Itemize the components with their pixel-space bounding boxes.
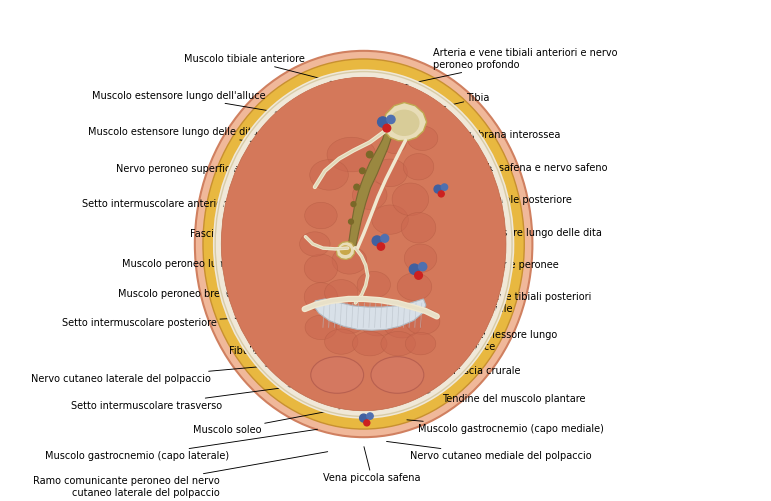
Circle shape xyxy=(359,168,365,174)
Circle shape xyxy=(378,117,388,127)
Circle shape xyxy=(366,151,373,158)
Circle shape xyxy=(367,413,373,419)
Circle shape xyxy=(387,115,395,124)
Circle shape xyxy=(348,219,353,224)
Ellipse shape xyxy=(325,280,358,306)
Ellipse shape xyxy=(392,183,429,215)
Circle shape xyxy=(441,184,448,190)
Text: Muscolo gastrocnemio (capo mediale): Muscolo gastrocnemio (capo mediale) xyxy=(407,420,604,434)
Circle shape xyxy=(438,191,444,197)
Ellipse shape xyxy=(332,246,367,274)
Ellipse shape xyxy=(224,77,504,403)
Text: Arteria e vene tibiali anteriori e nervo
peroneo profondo: Arteria e vene tibiali anteriori e nervo… xyxy=(393,48,618,87)
Ellipse shape xyxy=(371,357,424,393)
Ellipse shape xyxy=(372,159,407,187)
Circle shape xyxy=(351,202,356,206)
Text: Fibula: Fibula xyxy=(229,332,318,356)
Ellipse shape xyxy=(389,110,419,136)
Ellipse shape xyxy=(340,245,351,255)
Circle shape xyxy=(419,263,427,271)
Circle shape xyxy=(381,234,389,242)
Circle shape xyxy=(354,184,359,190)
Ellipse shape xyxy=(381,332,416,356)
Polygon shape xyxy=(383,103,426,141)
Ellipse shape xyxy=(407,126,438,150)
Text: Setto intermuscolare trasverso: Setto intermuscolare trasverso xyxy=(72,384,308,411)
Ellipse shape xyxy=(357,272,390,298)
Circle shape xyxy=(434,185,442,193)
Ellipse shape xyxy=(332,305,367,334)
Circle shape xyxy=(383,124,391,132)
Ellipse shape xyxy=(404,244,437,273)
Text: Setto intermuscolare posteriore: Setto intermuscolare posteriore xyxy=(62,315,293,328)
Ellipse shape xyxy=(305,283,338,311)
Text: Muscolo soleo: Muscolo soleo xyxy=(194,409,340,435)
Text: Muscolo gastrocnemio (capo laterale): Muscolo gastrocnemio (capo laterale) xyxy=(45,429,318,461)
Text: Membrana interossea: Membrana interossea xyxy=(426,130,561,155)
Text: Setto intermuscolare anteriore: Setto intermuscolare anteriore xyxy=(82,199,305,212)
Ellipse shape xyxy=(382,131,406,153)
Ellipse shape xyxy=(300,232,330,256)
Ellipse shape xyxy=(305,315,337,340)
Ellipse shape xyxy=(217,73,510,415)
Ellipse shape xyxy=(310,160,348,190)
Ellipse shape xyxy=(195,51,533,437)
Circle shape xyxy=(359,414,368,422)
Ellipse shape xyxy=(305,202,337,229)
Text: Tendine del muscolo plantare: Tendine del muscolo plantare xyxy=(423,393,586,404)
Text: Ramo comunicante peroneo del nervo
cutaneo laterale del polpaccio: Ramo comunicante peroneo del nervo cutan… xyxy=(33,452,328,498)
Polygon shape xyxy=(336,241,355,260)
Circle shape xyxy=(415,272,423,279)
Text: Fascia crurale: Fascia crurale xyxy=(434,366,520,376)
Circle shape xyxy=(364,420,370,426)
Circle shape xyxy=(372,236,382,245)
Ellipse shape xyxy=(305,254,338,283)
Ellipse shape xyxy=(372,205,409,234)
Text: Fascia crurale: Fascia crurale xyxy=(190,229,289,240)
Ellipse shape xyxy=(397,273,432,301)
Text: Muscolo peroneo lungo: Muscolo peroneo lungo xyxy=(123,259,293,269)
Ellipse shape xyxy=(406,308,440,335)
Ellipse shape xyxy=(383,309,422,338)
Ellipse shape xyxy=(325,329,358,354)
Text: Muscolo peroneo breve: Muscolo peroneo breve xyxy=(118,289,293,299)
Text: Muscolo estensore lungo delle dita: Muscolo estensore lungo delle dita xyxy=(88,127,311,148)
Ellipse shape xyxy=(352,332,387,356)
Text: Arteria e vene peronee: Arteria e vene peronee xyxy=(419,260,559,273)
Ellipse shape xyxy=(359,308,396,336)
Circle shape xyxy=(377,243,385,250)
Polygon shape xyxy=(348,131,391,248)
Text: Vena piccola safena: Vena piccola safena xyxy=(323,447,420,483)
Ellipse shape xyxy=(221,77,506,411)
Text: Nervo cutaneo laterale del polpaccio: Nervo cutaneo laterale del polpaccio xyxy=(32,364,289,384)
Text: Nervo cutaneo mediale del polpaccio: Nervo cutaneo mediale del polpaccio xyxy=(386,441,591,461)
Text: Muscolo flessore lungo delle dita: Muscolo flessore lungo delle dita xyxy=(418,227,602,244)
Text: Muscolo tibiale anteriore: Muscolo tibiale anteriore xyxy=(183,54,354,87)
Circle shape xyxy=(409,264,419,275)
Text: Nervo peroneo superficiale: Nervo peroneo superficiale xyxy=(116,164,301,174)
Text: Arteria e vene tibiali posteriori
e nervo tibiale: Arteria e vene tibiali posteriori e nerv… xyxy=(418,292,591,314)
Text: Muscolo estensore lungo dell'alluce: Muscolo estensore lungo dell'alluce xyxy=(93,91,334,122)
Ellipse shape xyxy=(311,357,364,393)
Ellipse shape xyxy=(327,137,375,172)
Ellipse shape xyxy=(403,153,434,180)
Polygon shape xyxy=(314,299,426,330)
Ellipse shape xyxy=(352,181,387,209)
Text: Tibia: Tibia xyxy=(423,93,490,112)
Ellipse shape xyxy=(406,333,436,355)
Ellipse shape xyxy=(203,59,524,429)
Text: Muscolo tibiale posteriore: Muscolo tibiale posteriore xyxy=(427,195,572,216)
Text: Muscolo flessore lungo
dell'alluce: Muscolo flessore lungo dell'alluce xyxy=(419,330,557,352)
Ellipse shape xyxy=(401,212,436,243)
Text: Vena grande safena e nervo safeno: Vena grande safena e nervo safeno xyxy=(434,162,608,189)
